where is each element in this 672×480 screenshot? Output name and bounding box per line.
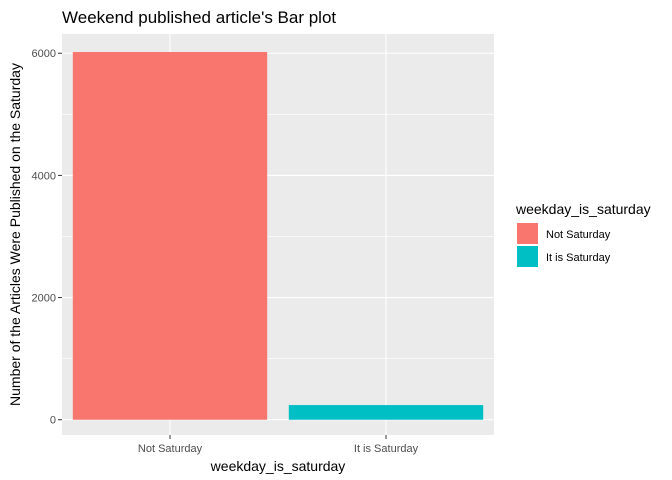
y-axis-ticks: 0 2000 4000 6000 [32, 48, 62, 427]
y-axis-title: Number of the Articles Were Published on… [7, 63, 23, 406]
x-axis-ticks: Not Saturday It is Saturday [138, 435, 419, 455]
y-tick-label: 0 [50, 415, 56, 427]
legend-label: It is Saturday [546, 252, 611, 264]
bar-it-is-saturday [288, 405, 484, 420]
y-tick-label: 6000 [32, 48, 56, 60]
x-tick-label: It is Saturday [354, 443, 419, 455]
chart-title: Weekend published article's Bar plot [62, 8, 336, 27]
legend-title: weekday_is_saturday [515, 201, 651, 217]
bars [72, 52, 484, 420]
legend-key-it-is-saturday [517, 246, 538, 267]
legend-label: Not Saturday [546, 229, 611, 241]
bar-not-saturday [72, 52, 268, 420]
legend: weekday_is_saturday Not Saturday It is Sa… [515, 201, 651, 267]
y-tick-label: 4000 [32, 170, 56, 182]
legend-key-not-saturday [517, 223, 538, 244]
x-axis-title: weekday_is_saturday [210, 458, 346, 474]
x-tick-label: Not Saturday [138, 443, 203, 455]
legend-items: Not Saturday It is Saturday [517, 223, 611, 267]
y-tick-label: 2000 [32, 293, 56, 305]
